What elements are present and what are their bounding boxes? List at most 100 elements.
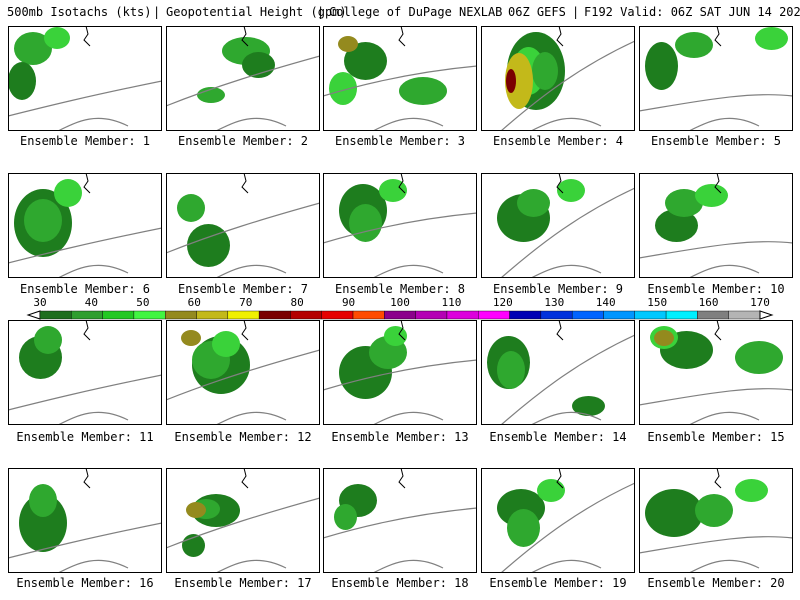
ensemble-map-panel [166, 468, 320, 573]
ensemble-map-panel [481, 173, 635, 278]
coastline [398, 173, 406, 194]
isotach-shading [329, 72, 357, 105]
ensemble-map-panel [166, 26, 320, 131]
isotach-shading [34, 326, 62, 354]
height-contour [688, 264, 760, 278]
title-height: Geopotential Height (gpm) [166, 5, 347, 19]
height-contour [372, 117, 444, 131]
colorbar-tick-label: 100 [390, 296, 410, 309]
height-contour [688, 117, 760, 131]
member-caption: Ensemble Member: 8 [334, 282, 466, 296]
height-contour [500, 187, 635, 278]
panel-frame [639, 26, 793, 131]
isotach-shading [186, 502, 206, 518]
colorbar-swatch [509, 310, 542, 320]
colorbar-swatch [571, 310, 604, 320]
ensemble-map-panel [8, 320, 162, 425]
member-map [166, 320, 320, 425]
colorbar-tick-label: 60 [187, 296, 201, 309]
isotach-shading [655, 209, 698, 242]
height-contour [323, 212, 477, 244]
height-contour [166, 202, 320, 254]
height-contour [639, 536, 793, 554]
isotach-shading [177, 194, 205, 222]
height-contour [166, 497, 320, 549]
title-separator: | [153, 5, 161, 19]
height-contour [500, 334, 635, 425]
isotach-shading [645, 42, 678, 90]
title-separator: | [317, 5, 325, 19]
colorbar-swatch [290, 310, 322, 320]
member-caption: Ensemble Member: 15 [647, 430, 785, 444]
height-contour [372, 559, 444, 573]
ensemble-map-panel [8, 173, 162, 278]
colorbar-tick-label: 140 [595, 296, 616, 309]
isotach-shading [54, 179, 82, 207]
height-contour [8, 227, 162, 264]
isotach-shading [572, 396, 605, 416]
isotach-shading [645, 489, 703, 537]
panel-frame [166, 320, 320, 425]
height-contour [8, 80, 162, 117]
height-contour [639, 94, 793, 112]
coastline [241, 468, 249, 489]
ensemble-map-panel [639, 468, 793, 573]
height-contour [8, 374, 162, 411]
coastline [714, 173, 722, 194]
member-map [639, 468, 793, 573]
member-map [639, 320, 793, 425]
height-contour [166, 55, 320, 107]
colorbar-tick-label: 160 [698, 296, 719, 309]
isotach-shading [338, 36, 358, 52]
member-caption: Ensemble Member: 13 [331, 430, 469, 444]
isotach-shading [14, 32, 52, 65]
member-map [323, 26, 477, 131]
height-contour [215, 559, 287, 573]
member-caption: Ensemble Member: 17 [174, 576, 312, 590]
ensemble-map-panel [323, 320, 477, 425]
isotach-shading [44, 27, 70, 49]
height-contour [215, 264, 287, 278]
ensemble-map-panel [639, 173, 793, 278]
height-contour [8, 522, 162, 559]
colorbar-swatch [540, 310, 573, 320]
colorbar-swatch [634, 310, 667, 320]
height-contour [323, 507, 477, 539]
height-contour [323, 65, 477, 97]
colorbar-tick-label: 30 [33, 296, 47, 309]
colorbar-swatch [133, 310, 166, 320]
member-caption: Ensemble Member: 20 [647, 576, 785, 590]
colorbar-svg [26, 310, 774, 320]
panel-frame [323, 468, 477, 573]
panel-frame [8, 173, 162, 278]
member-caption: Ensemble Member: 9 [492, 282, 624, 296]
panel-frame [166, 173, 320, 278]
ensemble-map-panel [323, 468, 477, 573]
height-contour [372, 411, 444, 425]
isotach-max [506, 69, 516, 93]
coastline [398, 468, 406, 489]
isotach-shading [212, 331, 240, 357]
isotach-shading [29, 484, 57, 517]
ensemble-map-panel [639, 26, 793, 131]
coastline [83, 173, 91, 194]
ensemble-map-panel [481, 320, 635, 425]
member-map [639, 173, 793, 278]
isotach-shading [735, 479, 768, 502]
isotach-shading [654, 330, 674, 346]
member-map [8, 468, 162, 573]
member-caption: Ensemble Member: 18 [331, 576, 469, 590]
colorbar-swatch [603, 310, 635, 320]
member-map [166, 26, 320, 131]
colorbar-swatch [352, 310, 385, 320]
coastline [241, 26, 249, 47]
ensemble-map-panel [639, 320, 793, 425]
isotach-shading [187, 224, 230, 267]
member-map [323, 468, 477, 573]
panel-frame [8, 320, 162, 425]
isotach-shading [695, 494, 733, 527]
colorbar-swatch [165, 310, 197, 320]
member-caption: Ensemble Member: 10 [647, 282, 785, 296]
member-caption: Ensemble Member: 12 [174, 430, 312, 444]
isotach-shading [695, 184, 728, 207]
